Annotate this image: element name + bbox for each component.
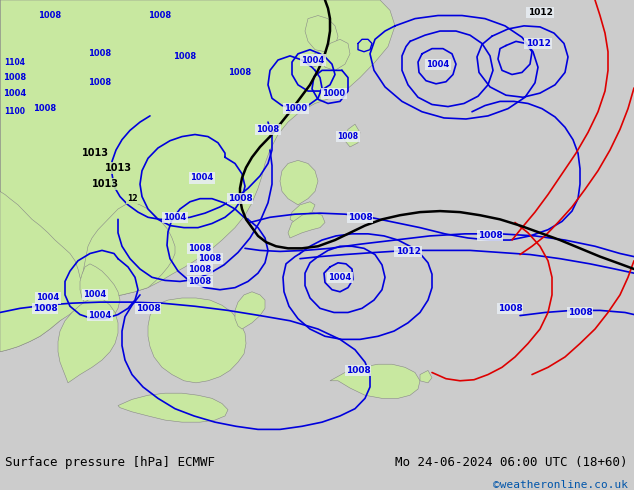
Text: 1004: 1004 — [164, 213, 186, 222]
Text: 1008: 1008 — [39, 11, 61, 20]
Text: 1008: 1008 — [337, 132, 359, 141]
Text: ©weatheronline.co.uk: ©weatheronline.co.uk — [493, 480, 628, 490]
Text: 1008: 1008 — [88, 78, 112, 87]
Polygon shape — [148, 298, 246, 383]
Text: 1013: 1013 — [105, 163, 131, 172]
Text: 1004: 1004 — [3, 89, 27, 98]
Text: 1012: 1012 — [396, 247, 420, 256]
Text: 1008: 1008 — [498, 304, 522, 313]
Polygon shape — [118, 393, 228, 422]
Text: 1013: 1013 — [82, 148, 108, 158]
Text: 1012: 1012 — [526, 39, 550, 48]
Polygon shape — [82, 202, 175, 300]
Text: 1008: 1008 — [148, 11, 172, 20]
Text: 12: 12 — [127, 194, 137, 203]
Polygon shape — [322, 39, 350, 71]
Polygon shape — [0, 0, 395, 352]
Text: 1008: 1008 — [174, 52, 197, 61]
Text: 1008: 1008 — [228, 68, 252, 77]
Polygon shape — [308, 52, 325, 67]
Text: 1008: 1008 — [228, 194, 252, 203]
Text: 1008: 1008 — [32, 304, 57, 313]
Text: 1004: 1004 — [190, 173, 214, 182]
Polygon shape — [288, 212, 325, 238]
Polygon shape — [344, 124, 360, 147]
Text: 1004: 1004 — [328, 273, 352, 282]
Text: 1008: 1008 — [188, 244, 212, 253]
Text: 1000: 1000 — [285, 104, 307, 113]
Text: 1008: 1008 — [346, 366, 370, 375]
Polygon shape — [235, 292, 265, 329]
Text: 1012: 1012 — [527, 8, 552, 17]
Text: Mo 24-06-2024 06:00 UTC (18+60): Mo 24-06-2024 06:00 UTC (18+60) — [395, 456, 628, 468]
Text: 1104: 1104 — [4, 58, 25, 67]
Polygon shape — [330, 364, 420, 398]
Text: 1004: 1004 — [301, 55, 325, 65]
Text: 1008: 1008 — [567, 308, 592, 317]
Polygon shape — [290, 202, 315, 222]
Text: 1008: 1008 — [3, 73, 27, 82]
Text: 1008: 1008 — [136, 304, 160, 313]
Polygon shape — [420, 370, 432, 383]
Text: 1004: 1004 — [88, 311, 112, 320]
Text: 1008: 1008 — [188, 265, 212, 273]
Text: 1008: 1008 — [198, 254, 221, 263]
Text: 1008: 1008 — [34, 104, 56, 113]
Text: Surface pressure [hPa] ECMWF: Surface pressure [hPa] ECMWF — [5, 456, 215, 468]
Text: 1004: 1004 — [36, 294, 60, 302]
Polygon shape — [80, 264, 120, 329]
Text: 1008: 1008 — [477, 231, 502, 241]
Text: 1013: 1013 — [91, 179, 119, 189]
Text: 1004: 1004 — [84, 291, 107, 299]
Polygon shape — [0, 0, 95, 352]
Polygon shape — [280, 160, 318, 205]
Polygon shape — [58, 298, 118, 383]
Polygon shape — [305, 16, 338, 52]
Text: 1008: 1008 — [188, 277, 212, 286]
Text: 1100: 1100 — [4, 107, 25, 116]
Text: 1004: 1004 — [427, 60, 450, 69]
Text: 1008: 1008 — [256, 125, 280, 134]
Text: 1008: 1008 — [347, 213, 372, 222]
Text: 1000: 1000 — [323, 89, 346, 98]
Text: 1008: 1008 — [88, 49, 112, 58]
